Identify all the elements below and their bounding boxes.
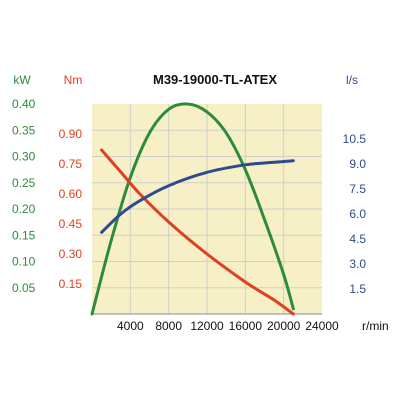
x-tick-label: 24000 — [305, 319, 339, 333]
flow-tick-label: 7.5 — [349, 182, 366, 196]
flow-tick-label: 6.0 — [349, 207, 366, 221]
torque-tick-label: 0.15 — [59, 277, 83, 291]
power-curve — [90, 102, 295, 316]
power-axis-unit: kW — [13, 73, 31, 87]
series-lines — [90, 102, 295, 316]
power-tick-label: 0.35 — [12, 123, 36, 137]
flow-tick-label: 9.0 — [349, 157, 366, 171]
flow-tick-label: 1.5 — [349, 282, 366, 296]
x-tick-label: 8000 — [155, 319, 182, 333]
flow-tick-label: 4.5 — [349, 232, 366, 246]
flow-curve — [100, 159, 295, 234]
torque-tick-label: 0.90 — [59, 127, 83, 141]
grid — [92, 104, 322, 314]
power-tick-label: 0.10 — [12, 255, 36, 269]
torque-tick-label: 0.30 — [59, 247, 83, 261]
flow-tick-label: 10.5 — [343, 132, 367, 146]
torque-axis-unit: Nm — [64, 73, 83, 87]
torque-tick-label: 0.60 — [59, 187, 83, 201]
x-tick-label: 20000 — [267, 319, 301, 333]
power-tick-label: 0.15 — [12, 228, 36, 242]
torque-tick-label: 0.75 — [59, 157, 83, 171]
axes: 4000 8000 12000 16000 20000 24000 r/min kW 0.05 0… — [12, 73, 389, 333]
power-tick-label: 0.30 — [12, 150, 36, 164]
power-tick-label: 0.05 — [12, 281, 36, 295]
x-tick-label: 4000 — [117, 319, 144, 333]
chart-title: M39-19000-TL-ATEX — [153, 72, 277, 87]
power-tick-label: 0.40 — [12, 97, 36, 111]
x-tick-label: 16000 — [229, 319, 263, 333]
flow-tick-label: 3.0 — [349, 257, 366, 271]
power-tick-label: 0.20 — [12, 202, 36, 216]
x-tick-label: 12000 — [190, 319, 224, 333]
torque-curve — [100, 148, 295, 316]
torque-tick-label: 0.45 — [59, 217, 83, 231]
power-tick-label: 0.25 — [12, 176, 36, 190]
flow-axis-unit: l/s — [346, 73, 358, 87]
x-axis-unit: r/min — [362, 319, 389, 333]
